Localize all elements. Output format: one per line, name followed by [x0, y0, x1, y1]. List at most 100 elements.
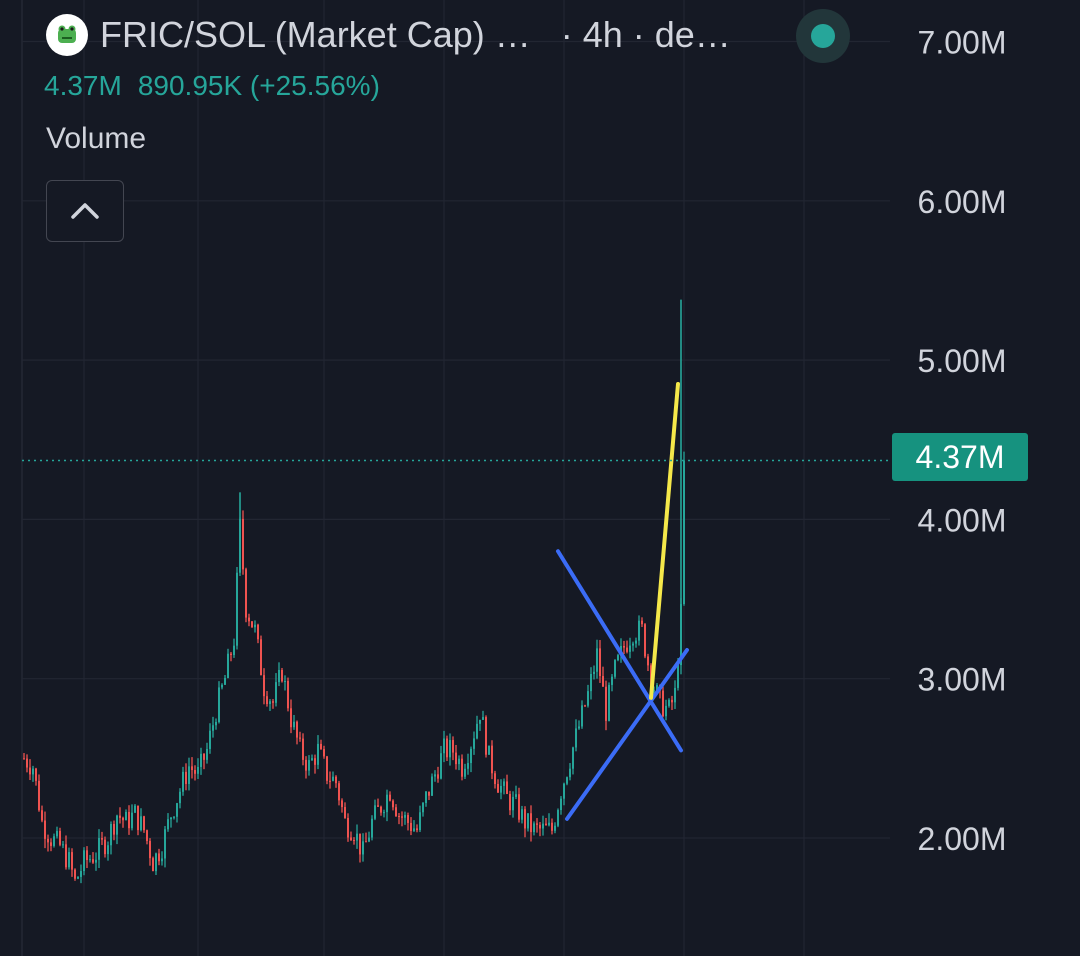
candle-body: [683, 460, 685, 605]
candle-body: [275, 682, 277, 703]
candle-body: [539, 824, 541, 829]
candle-body: [584, 705, 586, 707]
candle-body: [311, 758, 313, 761]
candle-body: [440, 753, 442, 779]
candle-body: [563, 783, 565, 799]
chart-header: FRIC/SOL (Market Cap) … · 4h · de…: [46, 14, 806, 56]
candle-body: [467, 763, 469, 769]
candle-body: [464, 768, 466, 777]
candle-body: [548, 822, 550, 826]
candle-body: [365, 841, 367, 843]
change-value: 890.95K (+25.56%): [137, 70, 380, 101]
candle-body: [677, 665, 679, 688]
grid: [22, 0, 890, 956]
candle-body: [665, 705, 667, 717]
candle-body: [500, 785, 502, 793]
candle-body: [320, 743, 322, 750]
candle-body: [530, 813, 532, 833]
candle-body: [581, 705, 583, 727]
candle-body: [497, 783, 499, 793]
candle-body: [398, 816, 400, 818]
candle-body: [341, 800, 343, 808]
candle-body: [587, 691, 589, 706]
symbol-title[interactable]: FRIC/SOL (Market Cap) …: [100, 14, 531, 55]
candle-body: [542, 823, 544, 829]
candle-body: [602, 676, 604, 687]
candle-body: [638, 620, 640, 641]
candle-body: [143, 816, 145, 831]
candle-body: [431, 776, 433, 796]
candle-body: [233, 645, 235, 655]
last-value: 4.37M: [44, 70, 122, 101]
candle-body: [356, 833, 358, 841]
candle-body: [296, 721, 298, 738]
candle-body: [290, 708, 292, 728]
candle-body: [263, 675, 265, 697]
price-tick-label: 7.00M: [918, 25, 1007, 61]
candle-body: [614, 660, 616, 677]
candle-body: [476, 723, 478, 739]
candle-body: [485, 717, 487, 755]
candle-body: [110, 823, 112, 846]
candle-body: [416, 828, 418, 831]
drawings[interactable]: [556, 381, 689, 821]
candle-body: [107, 845, 109, 855]
interval-label[interactable]: · 4h · de…: [560, 14, 731, 55]
price-tick-label: 2.00M: [918, 821, 1007, 857]
candle-body: [518, 794, 520, 820]
chevron-up-icon: [71, 203, 99, 219]
candle-body: [131, 812, 133, 829]
candle-body: [314, 758, 316, 765]
candle-body: [647, 656, 649, 666]
candle-body: [359, 833, 361, 855]
price-summary: 4.37M 890.95K (+25.56%): [44, 70, 380, 102]
yellow-trend-line: [649, 381, 680, 700]
candle-body: [98, 838, 100, 860]
candle-body: [140, 816, 142, 831]
candle-body: [188, 766, 190, 784]
frog-logo-icon: [46, 14, 88, 56]
candle-body: [569, 768, 571, 778]
candle-body: [170, 817, 172, 820]
candle-body: [536, 823, 538, 825]
candle-body: [182, 771, 184, 792]
candle-body: [455, 752, 457, 765]
candle-body: [347, 817, 349, 838]
candle-body: [386, 794, 388, 813]
candle-body: [428, 791, 430, 796]
candle-body: [680, 604, 682, 666]
candle-body: [125, 811, 127, 821]
candle-body: [287, 680, 289, 709]
candle-body: [377, 805, 379, 807]
candle-body: [590, 673, 592, 692]
candle-body: [335, 776, 337, 784]
candle-body: [608, 684, 610, 721]
price-axis[interactable]: 2.00M 3.00M 4.00M 5.00M 6.00M 7.00M: [918, 25, 1007, 858]
candle-body: [629, 645, 631, 652]
candle-body: [278, 669, 280, 683]
volume-indicator-label[interactable]: Volume: [46, 122, 147, 155]
candle-body: [332, 776, 334, 781]
market-status-indicator[interactable]: [796, 9, 850, 63]
candle-body: [65, 844, 67, 868]
candle-body: [104, 839, 106, 855]
candle-body: [89, 859, 91, 861]
candle-body: [257, 624, 259, 640]
candle-body: [362, 841, 364, 855]
candle-body: [242, 518, 244, 570]
candle-body: [572, 747, 574, 769]
candle-body: [329, 780, 331, 782]
collapse-legend-button[interactable]: [46, 180, 124, 242]
candle-body: [113, 823, 115, 835]
candle-body: [215, 721, 217, 726]
candle-body: [656, 685, 658, 691]
candle-body: [137, 805, 139, 831]
candle-body: [119, 815, 121, 818]
candle-body: [155, 853, 157, 872]
candle-body: [206, 748, 208, 760]
candle-body: [38, 780, 40, 811]
candle-body: [506, 781, 508, 794]
candle-body: [248, 617, 250, 622]
candle-body: [200, 753, 202, 767]
